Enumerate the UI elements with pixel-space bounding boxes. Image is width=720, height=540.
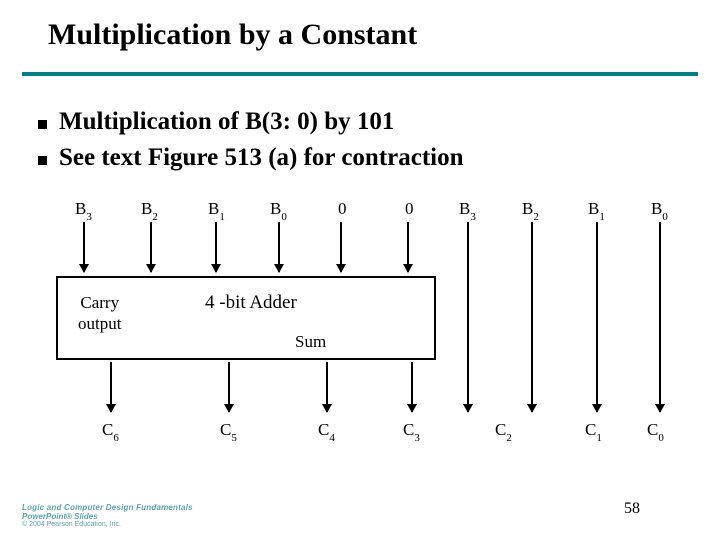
input-arrow: [596, 222, 598, 412]
adder-sum-label: Sum: [295, 332, 326, 352]
input-label: B0: [270, 199, 287, 221]
output-arrow: [326, 362, 328, 412]
input-label: B3: [75, 199, 92, 221]
input-label: B3: [459, 199, 476, 221]
adder-diagram: 4 -bit Adder Sum Carryoutput B3 B2 B1 B0 0 0 B…: [0, 0, 720, 540]
footer-branding: Logic and Computer Design Fundamentals P…: [22, 503, 193, 528]
output-label: C4: [318, 420, 335, 442]
input-label: B1: [208, 199, 225, 221]
output-arrow: [411, 362, 413, 412]
input-arrow: [467, 222, 469, 412]
output-label: C3: [403, 420, 420, 442]
input-arrow: [659, 222, 661, 412]
output-label: C5: [220, 420, 237, 442]
input-label: B0: [651, 199, 668, 221]
footer-line3: © 2004 Pearson Education, Inc.: [22, 521, 193, 528]
output-label: C1: [585, 420, 602, 442]
input-arrow: [278, 222, 280, 272]
footer-line1: Logic and Computer Design Fundamentals: [22, 503, 193, 512]
page-number: 58: [624, 500, 640, 518]
footer-line2: PowerPoint® Slides: [22, 512, 193, 521]
output-arrow: [110, 362, 112, 412]
input-label: 0: [338, 199, 347, 219]
input-arrow: [340, 222, 342, 272]
input-label: B2: [522, 199, 539, 221]
output-label: C6: [102, 420, 119, 442]
adder-title: 4 -bit Adder: [205, 292, 297, 314]
input-arrow: [531, 222, 533, 412]
input-label: B2: [141, 199, 158, 221]
output-label: C0: [647, 420, 664, 442]
input-label: 0: [405, 199, 414, 219]
input-arrow: [215, 222, 217, 272]
input-label: B1: [588, 199, 605, 221]
slide: Multiplication by a Constant Multiplicat…: [0, 0, 720, 540]
input-arrow: [407, 222, 409, 272]
output-arrow: [228, 362, 230, 412]
carry-output-label: Carryoutput: [78, 292, 121, 335]
output-label: C2: [495, 420, 512, 442]
input-arrow: [83, 222, 85, 272]
input-arrow: [150, 222, 152, 272]
